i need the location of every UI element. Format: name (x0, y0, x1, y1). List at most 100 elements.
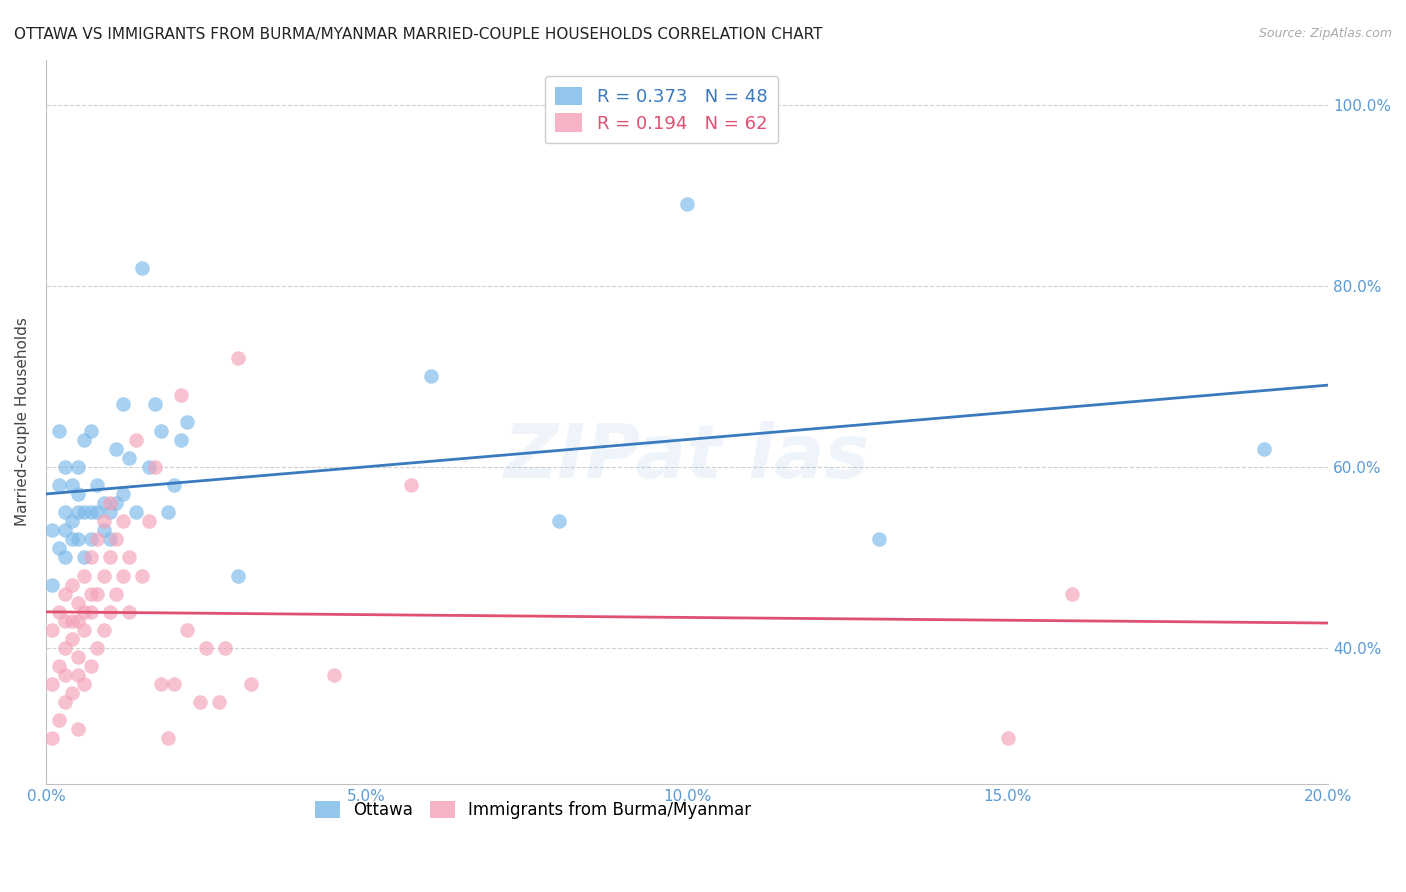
Point (53, 640, 76, 655)
Y-axis label: Married-couple Households: Married-couple Households (15, 318, 30, 526)
Point (86, 640, 108, 655)
Point (1253, 442, 1275, 456)
Point (73, 677, 96, 691)
Point (41, 677, 63, 691)
Point (60, 614, 83, 628)
Point (226, 568, 249, 582)
Point (48, 541, 70, 556)
Point (169, 433, 191, 447)
Point (41, 731, 63, 746)
Point (214, 640, 236, 655)
Point (80, 587, 103, 601)
Point (240, 677, 263, 691)
Point (419, 369, 441, 384)
Point (111, 396, 134, 410)
Point (73, 605, 96, 619)
Point (105, 587, 128, 601)
Point (66, 668, 89, 682)
Point (997, 731, 1019, 746)
Point (53, 459, 76, 474)
Point (60, 514, 83, 528)
Point (143, 459, 166, 474)
Point (111, 568, 134, 582)
Point (66, 596, 89, 610)
Point (86, 587, 108, 601)
Point (60, 577, 83, 591)
Point (48, 714, 70, 728)
Point (125, 505, 148, 519)
Point (66, 487, 89, 501)
Point (48, 605, 70, 619)
Point (73, 550, 96, 565)
Point (547, 514, 569, 528)
Point (73, 568, 96, 582)
Point (105, 533, 128, 547)
Point (73, 433, 96, 447)
Point (60, 686, 83, 700)
Point (98, 505, 121, 519)
Point (111, 487, 134, 501)
Point (208, 695, 231, 709)
Point (143, 396, 166, 410)
Point (86, 505, 108, 519)
Point (138, 459, 160, 474)
Point (53, 587, 76, 601)
Point (93, 568, 115, 582)
Point (98, 533, 121, 547)
Point (125, 433, 148, 447)
Point (66, 650, 89, 665)
Point (53, 695, 76, 709)
Point (156, 505, 179, 519)
Point (53, 668, 76, 682)
Point (1060, 587, 1083, 601)
Point (150, 677, 173, 691)
Point (66, 533, 89, 547)
Point (73, 623, 96, 637)
Point (156, 731, 179, 746)
Point (98, 496, 121, 510)
Point (80, 505, 103, 519)
Point (93, 623, 115, 637)
Point (176, 623, 198, 637)
Point (66, 723, 89, 737)
Point (98, 605, 121, 619)
Point (80, 533, 103, 547)
Point (226, 351, 249, 366)
Point (188, 695, 211, 709)
Point (86, 533, 108, 547)
Point (80, 550, 103, 565)
Point (118, 605, 141, 619)
Point (48, 478, 70, 492)
Point (111, 514, 134, 528)
Point (48, 659, 70, 673)
Point (66, 459, 89, 474)
Point (163, 677, 186, 691)
Point (163, 478, 186, 492)
Point (169, 387, 191, 401)
Point (60, 478, 83, 492)
Legend: Ottawa, Immigrants from Burma/Myanmar: Ottawa, Immigrants from Burma/Myanmar (308, 795, 758, 826)
Point (195, 640, 218, 655)
Point (53, 505, 76, 519)
Point (53, 550, 76, 565)
Point (105, 442, 128, 456)
Point (53, 614, 76, 628)
Text: OTTAWA VS IMMIGRANTS FROM BURMA/MYANMAR MARRIED-COUPLE HOUSEHOLDS CORRELATION CH: OTTAWA VS IMMIGRANTS FROM BURMA/MYANMAR … (14, 27, 823, 42)
Point (80, 424, 103, 438)
Point (80, 605, 103, 619)
Point (323, 668, 346, 682)
Point (66, 505, 89, 519)
Point (48, 424, 70, 438)
Point (93, 523, 115, 537)
Point (131, 260, 153, 275)
Text: ZIPat las: ZIPat las (503, 421, 870, 494)
Point (150, 424, 173, 438)
Point (41, 577, 63, 591)
Point (41, 523, 63, 537)
Point (118, 450, 141, 465)
Text: Source: ZipAtlas.com: Source: ZipAtlas.com (1258, 27, 1392, 40)
Point (401, 478, 423, 492)
Point (66, 614, 89, 628)
Point (41, 623, 63, 637)
Point (53, 523, 76, 537)
